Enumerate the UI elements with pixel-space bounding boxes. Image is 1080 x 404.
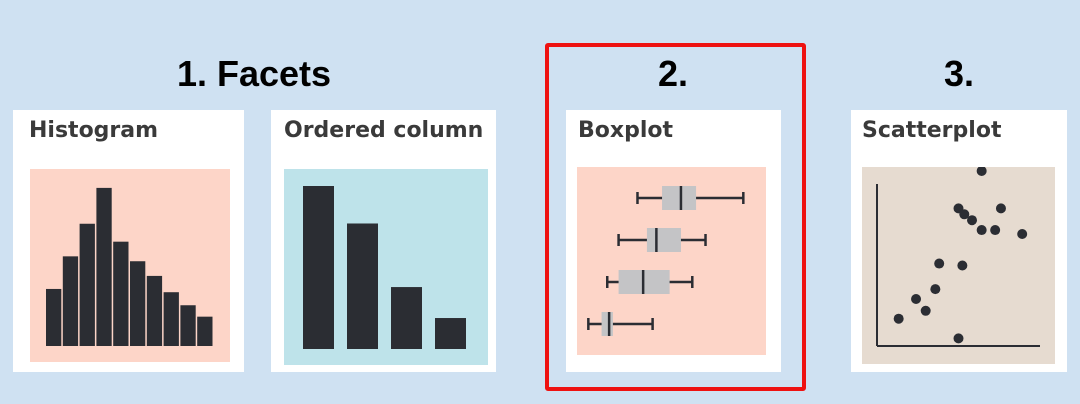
boxplot-title: Boxplot <box>578 118 673 143</box>
histogram-bar <box>96 187 112 346</box>
scatterplot-card: Scatterplot <box>851 110 1067 372</box>
selection-highlight-frame <box>545 43 806 391</box>
scatterplot-point <box>976 167 987 176</box>
scatterplot-svg <box>862 167 1055 364</box>
boxplot-svg <box>577 167 766 355</box>
histogram-card: Histogram <box>13 110 244 372</box>
histogram-bar <box>130 261 146 346</box>
boxplot-plot <box>577 167 766 355</box>
scatterplot-title: Scatterplot <box>862 118 1002 143</box>
histogram-bar <box>163 292 179 346</box>
scatterplot-point <box>1017 228 1028 239</box>
ordered-column-bar <box>435 318 466 349</box>
boxplot-card: Boxplot <box>566 110 781 372</box>
histogram-bar <box>197 316 213 346</box>
histogram-bar <box>146 275 163 346</box>
histogram-title: Histogram <box>29 118 159 143</box>
scatterplot-point <box>990 225 1001 236</box>
histogram-bar <box>113 241 129 346</box>
histogram-svg <box>30 169 230 362</box>
scatterplot-point <box>953 333 964 344</box>
histogram-bar <box>180 305 196 346</box>
scatterplot-point <box>930 284 941 295</box>
boxplot-box <box>662 186 697 210</box>
ordered-column-svg <box>284 169 488 365</box>
ordered-column-bar <box>391 287 422 349</box>
scatterplot-plot <box>862 167 1055 364</box>
scatterplot-point <box>920 305 931 316</box>
boxplot-box <box>601 312 613 336</box>
scatterplot-point <box>911 293 922 304</box>
histogram-plot <box>30 169 230 362</box>
scatterplot-point <box>967 215 978 226</box>
scatterplot-point <box>934 258 945 269</box>
ordered-column-card: Ordered column <box>271 110 496 372</box>
histogram-bar <box>62 256 79 346</box>
ordered-column-bar <box>347 223 378 349</box>
ordered-column-bar <box>303 186 334 349</box>
boxplot-heading: 2. <box>657 53 689 94</box>
histogram-bar <box>46 288 62 346</box>
ordered-column-title: Ordered column <box>284 118 484 143</box>
scatterplot-point <box>893 313 904 324</box>
boxplot-box <box>646 228 681 252</box>
scatterplot-point <box>957 260 968 271</box>
ordered-column-plot <box>284 169 488 365</box>
scatterplot-point <box>976 225 987 236</box>
scatterplot-point <box>959 209 970 220</box>
histogram-bar <box>79 223 95 346</box>
scatterplot-heading: 3. <box>943 53 975 94</box>
facets-heading: 1. Facets <box>176 53 332 94</box>
scatterplot-point <box>995 203 1006 214</box>
